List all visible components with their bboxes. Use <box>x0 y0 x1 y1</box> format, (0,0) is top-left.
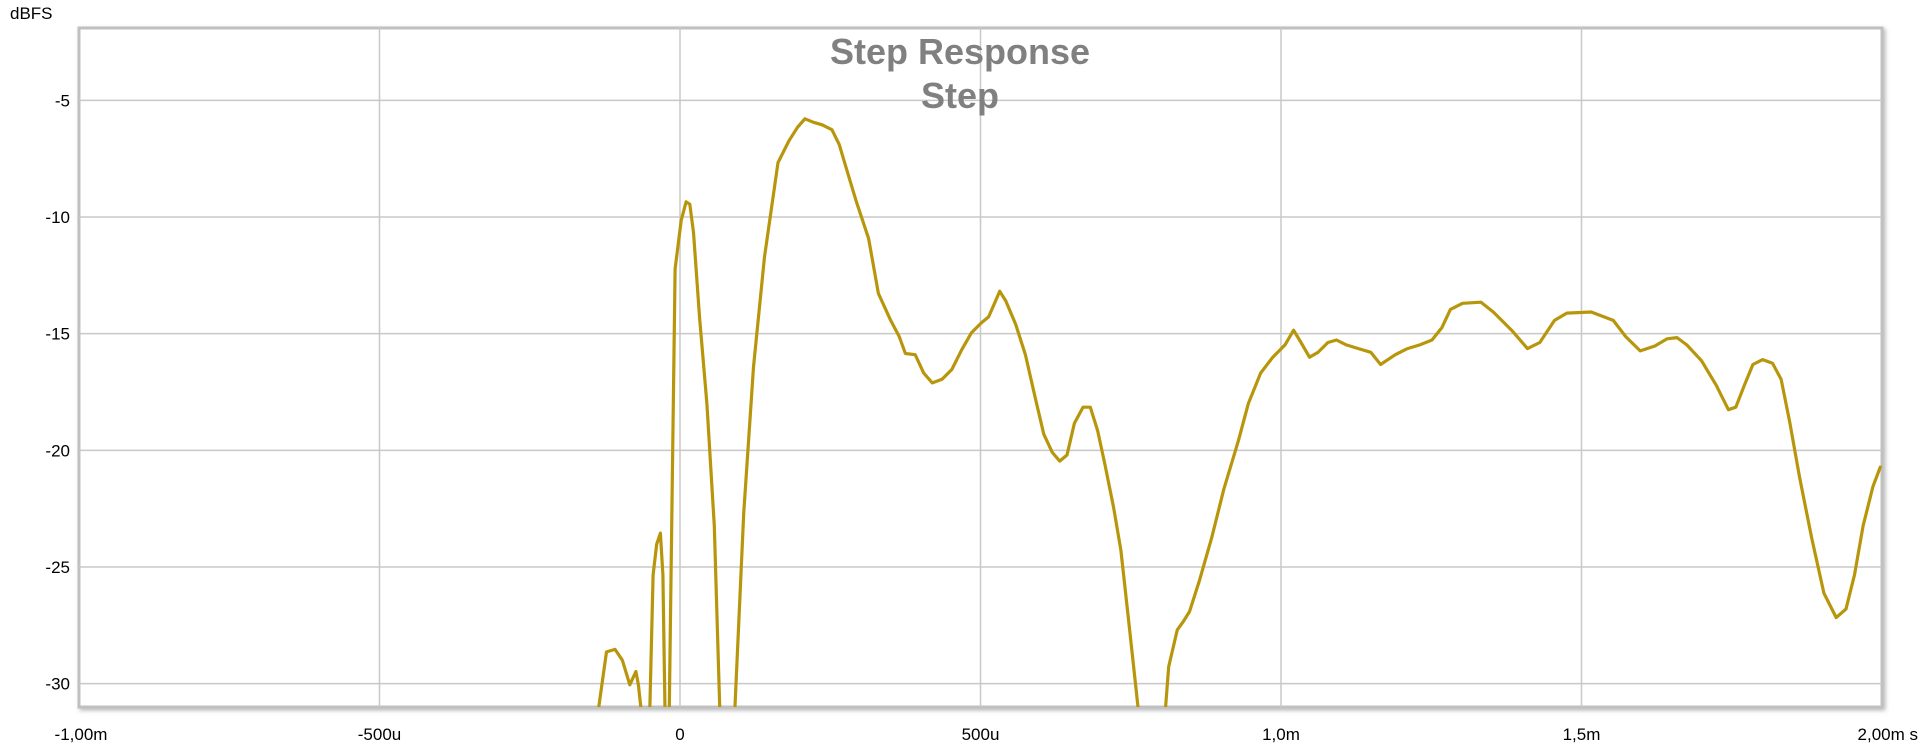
chart-subtitle: Step <box>921 75 999 116</box>
x-tick-label: 1,0m <box>1262 725 1300 744</box>
y-tick-label: -15 <box>45 325 70 344</box>
series <box>597 117 1882 707</box>
x-tick-label: 1,5m <box>1563 725 1601 744</box>
series-line-segment <box>1163 300 1882 707</box>
x-tick-label: 2,00m s <box>1858 725 1918 744</box>
series-line-segment <box>733 117 1140 707</box>
x-axis-ticks: -1,00m -500u 0 500u 1,0m 1,5m 2,00m s <box>55 725 1918 744</box>
x-tick-label: -500u <box>358 725 401 744</box>
y-tick-label: -20 <box>45 441 70 460</box>
y-axis-ticks: -5 -10 -15 -20 -25 -30 <box>45 91 70 693</box>
y-tick-label: -5 <box>55 91 70 110</box>
x-tick-label: 500u <box>962 725 1000 744</box>
y-axis-label: dBFS <box>10 4 53 23</box>
series-line-segment <box>597 647 643 707</box>
series-line-segment <box>648 200 722 707</box>
x-tick-label: 0 <box>675 725 684 744</box>
y-tick-label: -25 <box>45 558 70 577</box>
y-tick-label: -10 <box>45 208 70 227</box>
grid <box>79 28 1882 707</box>
chart-title: Step Response <box>830 31 1090 72</box>
x-tick-label: -1,00m <box>55 725 108 744</box>
y-tick-label: -30 <box>45 675 70 694</box>
